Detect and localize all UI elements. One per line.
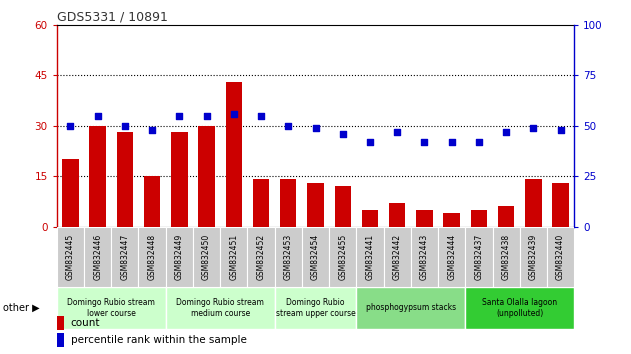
Bar bbox=[307, 183, 324, 227]
Point bbox=[201, 113, 211, 118]
Text: GSM832442: GSM832442 bbox=[392, 234, 402, 280]
FancyBboxPatch shape bbox=[302, 227, 329, 287]
Text: GSM832438: GSM832438 bbox=[502, 234, 510, 280]
FancyBboxPatch shape bbox=[411, 227, 438, 287]
FancyBboxPatch shape bbox=[465, 287, 574, 329]
Point bbox=[120, 123, 130, 129]
Bar bbox=[416, 210, 433, 227]
Text: Domingo Rubio stream
lower course: Domingo Rubio stream lower course bbox=[68, 298, 155, 318]
Point bbox=[310, 125, 321, 131]
Point bbox=[283, 123, 293, 129]
Bar bbox=[198, 126, 215, 227]
Bar bbox=[389, 203, 405, 227]
FancyBboxPatch shape bbox=[193, 227, 220, 287]
FancyBboxPatch shape bbox=[384, 227, 411, 287]
FancyBboxPatch shape bbox=[220, 227, 247, 287]
Bar bbox=[226, 82, 242, 227]
FancyBboxPatch shape bbox=[520, 227, 547, 287]
FancyBboxPatch shape bbox=[84, 227, 111, 287]
FancyBboxPatch shape bbox=[57, 227, 84, 287]
Bar bbox=[253, 179, 269, 227]
Bar bbox=[471, 210, 487, 227]
Bar bbox=[498, 206, 514, 227]
Bar bbox=[117, 132, 133, 227]
Bar bbox=[171, 132, 187, 227]
Point bbox=[365, 139, 375, 145]
FancyBboxPatch shape bbox=[247, 227, 274, 287]
Point bbox=[338, 131, 348, 137]
Text: GSM832451: GSM832451 bbox=[229, 234, 239, 280]
Bar bbox=[525, 179, 541, 227]
Point bbox=[420, 139, 430, 145]
Point bbox=[474, 139, 484, 145]
Point bbox=[555, 127, 565, 132]
Bar bbox=[62, 159, 79, 227]
FancyBboxPatch shape bbox=[166, 227, 193, 287]
Text: phosphogypsum stacks: phosphogypsum stacks bbox=[366, 303, 456, 313]
FancyBboxPatch shape bbox=[438, 227, 465, 287]
Text: Domingo Rubio
stream upper course: Domingo Rubio stream upper course bbox=[276, 298, 355, 318]
FancyBboxPatch shape bbox=[57, 287, 166, 329]
Bar bbox=[144, 176, 160, 227]
Text: GSM832448: GSM832448 bbox=[148, 234, 156, 280]
Bar bbox=[552, 183, 569, 227]
Text: Santa Olalla lagoon
(unpolluted): Santa Olalla lagoon (unpolluted) bbox=[482, 298, 557, 318]
FancyBboxPatch shape bbox=[547, 227, 574, 287]
Text: GSM832437: GSM832437 bbox=[475, 234, 483, 280]
Text: GDS5331 / 10891: GDS5331 / 10891 bbox=[57, 11, 168, 24]
Text: GSM832455: GSM832455 bbox=[338, 234, 347, 280]
Point bbox=[66, 123, 76, 129]
Point bbox=[256, 113, 266, 118]
FancyBboxPatch shape bbox=[166, 287, 274, 329]
Point bbox=[229, 111, 239, 116]
Text: Domingo Rubio stream
medium course: Domingo Rubio stream medium course bbox=[176, 298, 264, 318]
Text: GSM832449: GSM832449 bbox=[175, 234, 184, 280]
Text: GSM832450: GSM832450 bbox=[202, 234, 211, 280]
Text: GSM832439: GSM832439 bbox=[529, 234, 538, 280]
Text: percentile rank within the sample: percentile rank within the sample bbox=[71, 335, 247, 345]
Text: GSM832447: GSM832447 bbox=[121, 234, 129, 280]
Bar bbox=[362, 210, 378, 227]
Text: GSM832440: GSM832440 bbox=[556, 234, 565, 280]
Bar bbox=[280, 179, 297, 227]
Point bbox=[93, 113, 103, 118]
Point bbox=[392, 129, 402, 135]
Text: GSM832452: GSM832452 bbox=[257, 234, 266, 280]
Text: other ▶: other ▶ bbox=[3, 303, 40, 313]
FancyBboxPatch shape bbox=[138, 227, 166, 287]
Bar bbox=[444, 213, 460, 227]
Text: GSM832445: GSM832445 bbox=[66, 234, 75, 280]
Point bbox=[528, 125, 538, 131]
FancyBboxPatch shape bbox=[329, 227, 357, 287]
Text: GSM832453: GSM832453 bbox=[284, 234, 293, 280]
FancyBboxPatch shape bbox=[111, 227, 138, 287]
Bar bbox=[334, 186, 351, 227]
Bar bbox=[90, 126, 106, 227]
Text: GSM832441: GSM832441 bbox=[365, 234, 374, 280]
FancyBboxPatch shape bbox=[274, 227, 302, 287]
FancyBboxPatch shape bbox=[357, 227, 384, 287]
Point bbox=[147, 127, 157, 132]
Text: GSM832446: GSM832446 bbox=[93, 234, 102, 280]
Text: GSM832443: GSM832443 bbox=[420, 234, 429, 280]
Text: GSM832454: GSM832454 bbox=[311, 234, 320, 280]
Point bbox=[174, 113, 184, 118]
Text: count: count bbox=[71, 318, 100, 328]
Point bbox=[501, 129, 511, 135]
FancyBboxPatch shape bbox=[465, 227, 493, 287]
FancyBboxPatch shape bbox=[493, 227, 520, 287]
Point bbox=[447, 139, 457, 145]
Text: GSM832444: GSM832444 bbox=[447, 234, 456, 280]
FancyBboxPatch shape bbox=[357, 287, 465, 329]
FancyBboxPatch shape bbox=[274, 287, 357, 329]
